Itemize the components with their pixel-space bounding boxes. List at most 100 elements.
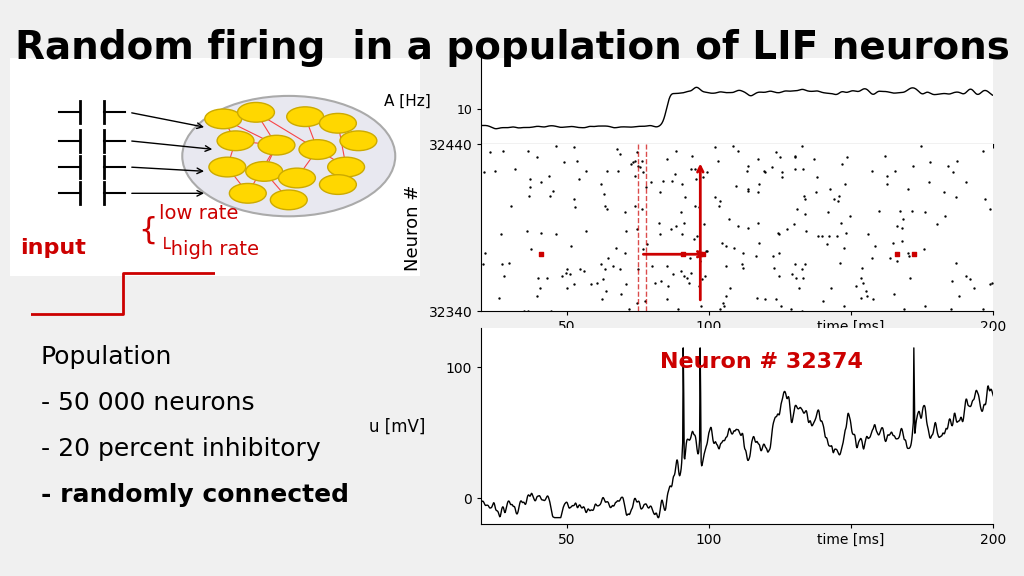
Point	[858, 286, 874, 295]
Point	[879, 171, 895, 180]
Point	[797, 210, 813, 219]
Point	[520, 146, 537, 156]
Point	[831, 258, 848, 267]
Point	[578, 226, 594, 236]
Point	[887, 166, 903, 175]
Circle shape	[279, 168, 315, 188]
Point	[721, 215, 737, 224]
Point	[476, 168, 493, 177]
Circle shape	[328, 157, 365, 177]
Point	[904, 206, 921, 215]
Point	[599, 166, 615, 175]
Point	[795, 273, 811, 282]
Point	[948, 258, 965, 267]
Point	[975, 146, 991, 156]
Point	[652, 276, 669, 286]
Point	[867, 241, 884, 251]
Text: {: {	[138, 216, 158, 245]
Point	[786, 219, 803, 229]
Point	[652, 230, 669, 239]
Point	[770, 228, 786, 237]
Point	[750, 188, 766, 197]
Point	[957, 271, 974, 281]
Point	[681, 253, 697, 262]
Point	[493, 230, 509, 239]
Point	[494, 260, 510, 269]
Point	[751, 238, 767, 247]
Point	[768, 295, 784, 304]
Point	[725, 141, 741, 150]
Point	[710, 156, 726, 165]
Point	[668, 221, 684, 230]
Point	[782, 305, 799, 314]
Point	[674, 180, 690, 189]
Point	[621, 305, 637, 314]
Point	[534, 249, 550, 259]
Point	[831, 191, 848, 200]
Circle shape	[319, 175, 356, 195]
Point	[896, 305, 912, 314]
Point	[771, 153, 787, 162]
Point	[693, 301, 710, 310]
Point	[786, 260, 803, 269]
Point	[683, 165, 699, 174]
Point	[698, 247, 715, 256]
Point	[534, 228, 550, 237]
Point	[566, 280, 583, 289]
Point	[548, 230, 564, 239]
Point	[899, 248, 915, 257]
Point	[682, 268, 698, 277]
Point	[521, 191, 538, 200]
Point	[718, 262, 734, 271]
Point	[984, 278, 1000, 287]
Point	[808, 188, 824, 197]
Point	[797, 260, 813, 269]
Point	[795, 265, 811, 274]
Point	[673, 266, 689, 275]
Point	[477, 248, 494, 257]
Point	[592, 260, 608, 269]
Point	[521, 175, 538, 184]
Point	[977, 195, 993, 204]
Point	[516, 306, 532, 316]
Point	[819, 240, 836, 249]
Point	[730, 146, 746, 156]
Point	[774, 168, 791, 177]
Point	[718, 241, 734, 251]
Point	[609, 166, 626, 175]
Circle shape	[258, 135, 295, 155]
Point	[967, 283, 983, 292]
Point	[853, 293, 869, 302]
Point	[695, 249, 712, 259]
Point	[806, 154, 822, 164]
Point	[853, 273, 869, 282]
Point	[677, 193, 693, 202]
Circle shape	[217, 131, 254, 151]
Point	[559, 265, 575, 274]
Point	[674, 230, 690, 239]
Point	[751, 154, 767, 164]
Point	[637, 297, 653, 306]
Text: - 50 000 neurons: - 50 000 neurons	[41, 391, 255, 415]
Point	[684, 151, 700, 160]
Point	[848, 282, 864, 291]
Point	[826, 195, 843, 204]
Point	[568, 156, 585, 165]
Point	[501, 258, 517, 267]
Point	[496, 146, 512, 156]
Point	[750, 293, 766, 302]
Point	[829, 232, 846, 241]
Point	[734, 260, 751, 269]
Point	[554, 271, 570, 281]
Point	[638, 183, 654, 192]
Circle shape	[319, 113, 356, 133]
Point	[860, 230, 877, 239]
Point	[735, 263, 752, 272]
Point	[948, 193, 965, 202]
Point	[854, 278, 870, 287]
Point	[659, 282, 676, 291]
Point	[937, 211, 953, 221]
Point	[902, 273, 919, 282]
Point	[595, 275, 611, 284]
Point	[729, 221, 745, 230]
